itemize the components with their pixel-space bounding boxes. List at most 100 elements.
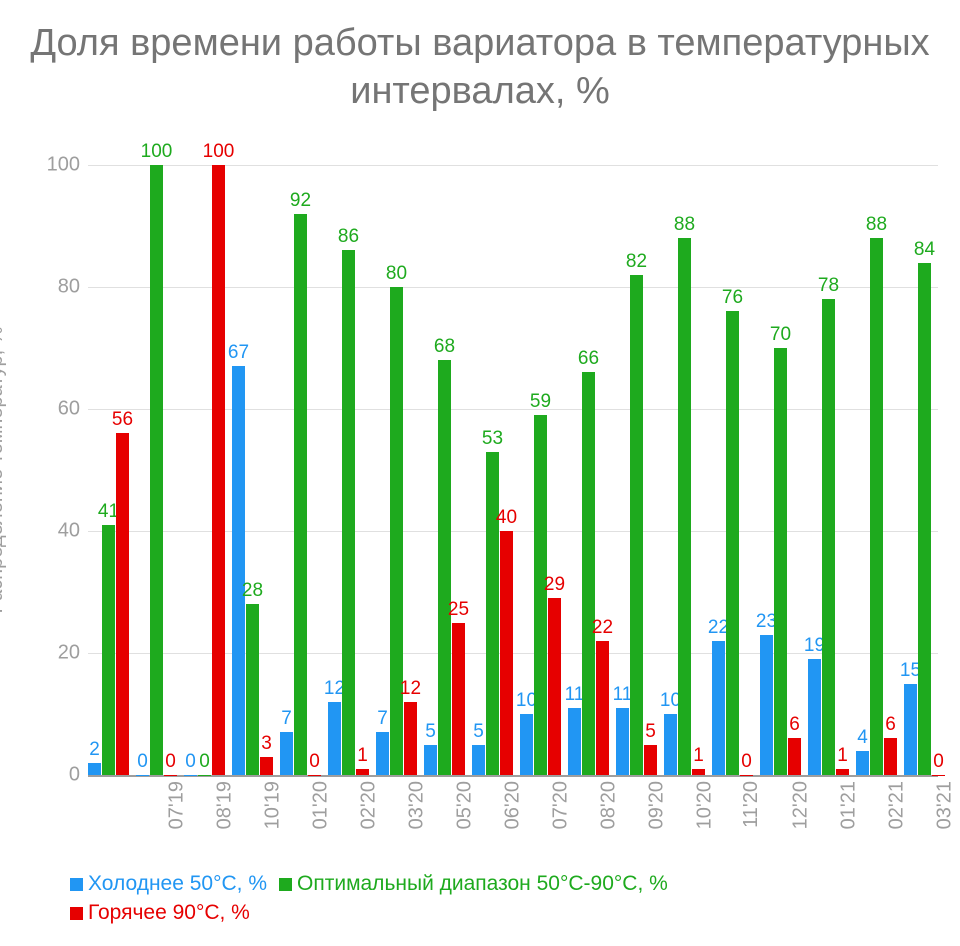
bar: 3: [260, 757, 273, 775]
bar: 1: [692, 769, 705, 775]
bar-value-label: 66: [578, 348, 599, 370]
bar-value-label: 100: [203, 141, 235, 163]
bar: 41: [102, 525, 115, 775]
bar-value-label: 7: [281, 708, 292, 730]
x-tick-label: 10'19: [261, 781, 284, 829]
bar: 86: [342, 250, 355, 775]
bar: 12: [328, 702, 341, 775]
bar: 5: [424, 745, 437, 776]
bar-value-label: 40: [496, 507, 517, 529]
bar: 0: [184, 775, 197, 776]
bar: 11: [616, 708, 629, 775]
bar: 10: [664, 714, 677, 775]
bar: 78: [822, 299, 835, 775]
x-tick-label: 01'21: [837, 781, 860, 829]
bar-value-label: 82: [626, 251, 647, 273]
x-tick-label: 10'20: [693, 781, 716, 829]
x-tick-label: 08'20: [597, 781, 620, 829]
bar: 15: [904, 684, 917, 776]
bar-value-label: 88: [866, 214, 887, 236]
bar: 82: [630, 275, 643, 775]
bar: 66: [582, 372, 595, 775]
bar: 2: [88, 763, 101, 775]
bar: 29: [548, 598, 561, 775]
x-tick-label: 07'19: [165, 781, 188, 829]
bar-value-label: 1: [837, 745, 848, 767]
bar-value-label: 25: [448, 599, 469, 621]
bar-value-label: 3: [261, 733, 272, 755]
bar-value-label: 56: [112, 409, 133, 431]
bar: 6: [788, 738, 801, 775]
bar-value-label: 76: [722, 287, 743, 309]
bar-value-label: 53: [482, 428, 503, 450]
bar-value-label: 70: [770, 324, 791, 346]
bar-value-label: 22: [592, 617, 613, 639]
bar: 80: [390, 287, 403, 775]
bar: 25: [452, 623, 465, 776]
plot-area: 0204060801002415607'190100008'190010010'…: [88, 165, 938, 775]
y-tick-label: 80: [58, 276, 80, 299]
legend: Холоднее 50°C, % Оптимальный диапазон 50°…: [70, 870, 680, 928]
legend-label: Холоднее 50°C, %: [88, 870, 267, 898]
bar-value-label: 5: [645, 721, 656, 743]
x-tick-label: 07'20: [549, 781, 572, 829]
bar: 5: [472, 745, 485, 776]
bar: 22: [712, 641, 725, 775]
bar-value-label: 5: [425, 721, 436, 743]
bar: 10: [520, 714, 533, 775]
bar-value-label: 88: [674, 214, 695, 236]
legend-label: Оптимальный диапазон 50°C-90°C, %: [297, 870, 668, 898]
bar: 28: [246, 604, 259, 775]
bar: 84: [918, 263, 931, 775]
baseline: [88, 775, 938, 777]
x-tick-label: 02'21: [885, 781, 908, 829]
bar: 0: [932, 775, 945, 776]
bar: 7: [280, 732, 293, 775]
x-tick-label: 01'20: [309, 781, 332, 829]
bar: 1: [836, 769, 849, 775]
x-tick-label: 05'20: [453, 781, 476, 829]
x-tick-label: 11'20: [739, 781, 762, 828]
chart-title: Доля времени работы вариатора в температ…: [0, 20, 960, 115]
bar: 92: [294, 214, 307, 775]
bar-value-label: 6: [789, 714, 800, 736]
bar: 11: [568, 708, 581, 775]
bar-value-label: 1: [693, 745, 704, 767]
bar-value-label: 28: [242, 580, 263, 602]
x-tick-label: 12'20: [789, 781, 812, 829]
bar-value-label: 78: [818, 275, 839, 297]
bar: 67: [232, 366, 245, 775]
bar-value-label: 92: [290, 190, 311, 212]
bar: 100: [212, 165, 225, 775]
bar-value-label: 59: [530, 391, 551, 413]
bar: 0: [136, 775, 149, 776]
bar: 12: [404, 702, 417, 775]
bar: 23: [760, 635, 773, 775]
temperature-distribution-chart: Доля времени работы вариатора в температ…: [0, 0, 960, 946]
legend-item: Оптимальный диапазон 50°C-90°C, %: [279, 870, 668, 898]
bar-value-label: 12: [400, 678, 421, 700]
x-tick-label: 02'20: [357, 781, 380, 829]
bar-value-label: 0: [185, 751, 196, 773]
bar: 0: [308, 775, 321, 776]
bar: 56: [116, 433, 129, 775]
bar-value-label: 68: [434, 336, 455, 358]
bar-value-label: 86: [338, 226, 359, 248]
y-tick-label: 0: [69, 764, 80, 787]
bar-value-label: 0: [933, 751, 944, 773]
x-tick-label: 03'20: [405, 781, 428, 829]
x-tick-label: 08'19: [213, 781, 236, 829]
legend-item: Горячее 90°C, %: [70, 899, 250, 927]
bar: 76: [726, 311, 739, 775]
bar-value-label: 67: [228, 342, 249, 364]
bar-value-label: 5: [473, 721, 484, 743]
bar: 19: [808, 659, 821, 775]
y-tick-label: 40: [58, 520, 80, 543]
bar: 4: [856, 751, 869, 775]
y-tick-label: 20: [58, 642, 80, 665]
bar: 5: [644, 745, 657, 776]
bar: 6: [884, 738, 897, 775]
bar: 53: [486, 452, 499, 775]
y-tick-label: 60: [58, 398, 80, 421]
bar-value-label: 0: [165, 751, 176, 773]
